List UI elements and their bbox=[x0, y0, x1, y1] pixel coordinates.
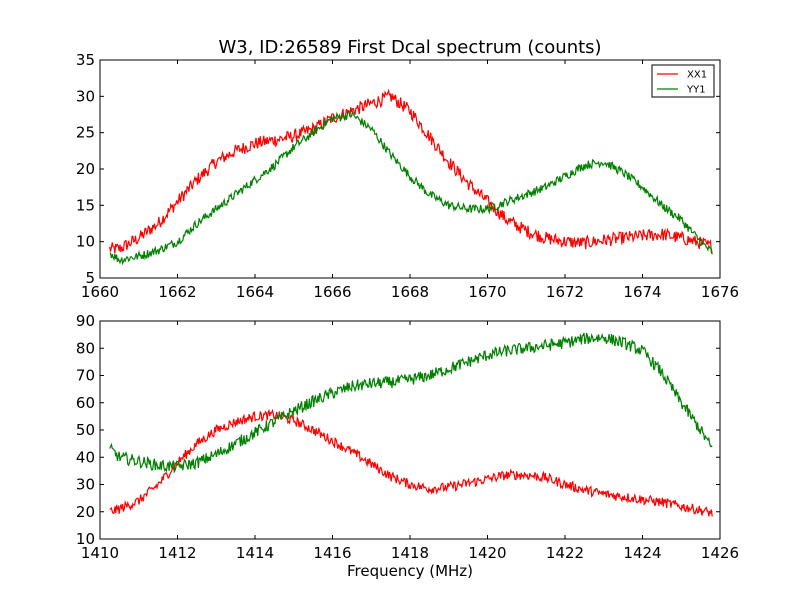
bottom-spectrum-panel: 1410 1412 1414 1416 1418 1420 1422 1424 1426 10 20… bbox=[76, 312, 739, 580]
series-line-xx1 bbox=[109, 88, 713, 254]
y-tick-label: 60 bbox=[76, 394, 95, 412]
y-tick-label: 90 bbox=[76, 312, 95, 330]
y-tick-label: 10 bbox=[76, 233, 95, 251]
x-tick-label: 1418 bbox=[391, 544, 429, 562]
x-tick-label: 1660 bbox=[81, 283, 119, 301]
y-tick-label: 25 bbox=[76, 124, 95, 142]
y-tick-label: 80 bbox=[76, 339, 95, 357]
y-tick-label: 40 bbox=[76, 448, 95, 466]
legend-box bbox=[651, 64, 715, 98]
x-tick-label: 1412 bbox=[158, 544, 196, 562]
figure-title: W3, ID:26589 First Dcal spectrum (counts… bbox=[218, 37, 601, 58]
y-tick-label: 30 bbox=[76, 476, 95, 494]
x-tick-label: 1668 bbox=[391, 283, 429, 301]
y-tick-label: 5 bbox=[85, 269, 95, 287]
series-line-yy1 bbox=[109, 332, 713, 474]
y-tick-label: 15 bbox=[76, 196, 95, 214]
x-tick-label: 1422 bbox=[546, 544, 584, 562]
y-tick-label: 70 bbox=[76, 367, 95, 385]
y-tick-label: 50 bbox=[76, 421, 95, 439]
x-tick-label: 1664 bbox=[236, 283, 274, 301]
x-tick-label: 1670 bbox=[468, 283, 506, 301]
y-tick-label: 10 bbox=[76, 530, 95, 548]
x-tick-label: 1416 bbox=[313, 544, 351, 562]
series-line-xx1 bbox=[109, 408, 713, 517]
x-tick-label: 1662 bbox=[158, 283, 196, 301]
x-tick-label: 1410 bbox=[81, 544, 119, 562]
x-tick-label: 1676 bbox=[701, 283, 739, 301]
x-tick-label: 1426 bbox=[701, 544, 739, 562]
y-tick-label: 35 bbox=[76, 51, 95, 69]
legend-label-yy1: YY1 bbox=[686, 85, 706, 96]
x-tick-label: 1672 bbox=[546, 283, 584, 301]
x-tick-label: 1674 bbox=[623, 283, 661, 301]
x-axis-label: Frequency (MHz) bbox=[347, 562, 473, 580]
x-tick-label: 1424 bbox=[623, 544, 661, 562]
x-tick-label: 1420 bbox=[468, 544, 506, 562]
series-line-yy1 bbox=[109, 109, 713, 266]
x-tick-label: 1414 bbox=[236, 544, 274, 562]
top-spectrum-panel: 1660 1662 1664 1666 1668 1670 1672 1674 1676 5 10 1… bbox=[76, 51, 739, 301]
y-tick-label: 30 bbox=[76, 87, 95, 105]
y-tick-label: 20 bbox=[76, 503, 95, 521]
x-tick-label: 1666 bbox=[313, 283, 351, 301]
legend-label-xx1: XX1 bbox=[687, 70, 707, 81]
y-tick-label: 20 bbox=[76, 160, 95, 178]
